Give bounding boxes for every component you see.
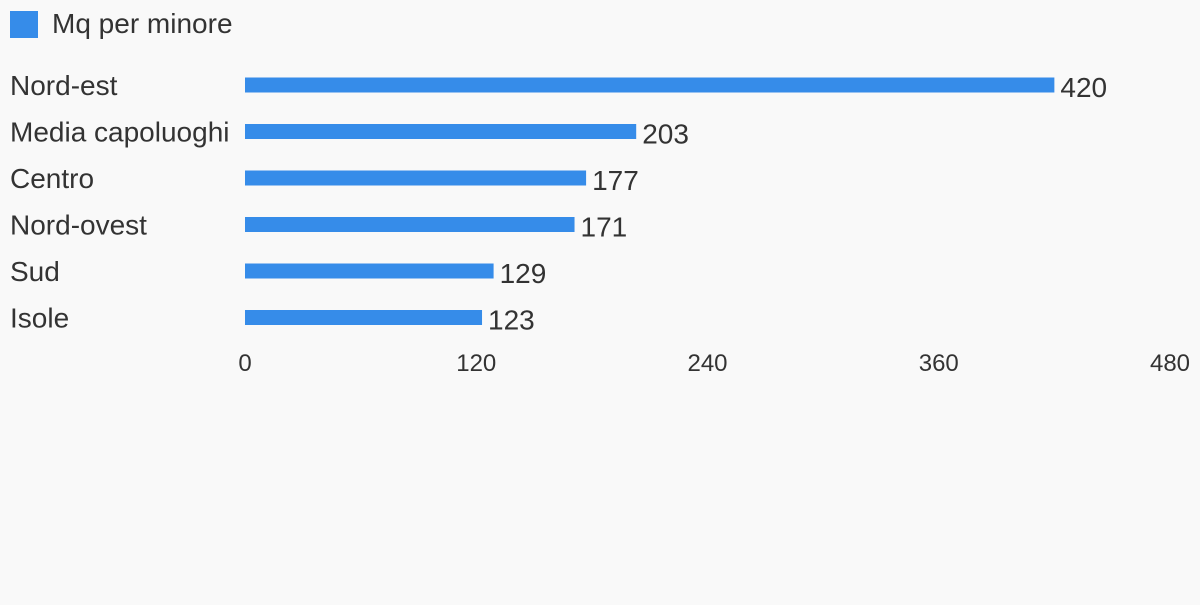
category-label: Isole — [10, 303, 69, 334]
legend-swatch — [10, 10, 38, 38]
bar — [245, 170, 587, 186]
x-tick-label: 240 — [687, 350, 727, 377]
bar — [245, 124, 637, 139]
data-label: 203 — [642, 119, 689, 150]
data-label: 171 — [581, 212, 628, 243]
category-label: Nord-ovest — [10, 210, 147, 241]
x-tick-label: 360 — [919, 350, 959, 377]
bar — [245, 77, 1055, 93]
bar — [245, 263, 494, 279]
x-tick-label: 120 — [456, 350, 496, 377]
data-label: 177 — [592, 165, 639, 196]
legend-label: Mq per minore — [52, 8, 233, 39]
category-label: Media capoluoghi — [10, 117, 230, 148]
bar — [245, 217, 575, 232]
category-label: Sud — [10, 256, 60, 287]
bar — [245, 310, 483, 325]
x-tick-label: 480 — [1150, 350, 1190, 377]
category-label: Nord-est — [10, 70, 118, 101]
data-label: 129 — [500, 258, 547, 289]
data-label: 123 — [488, 305, 535, 336]
legend: Mq per minore — [10, 10, 233, 38]
data-label: 420 — [1060, 72, 1107, 103]
category-label: Centro — [10, 163, 94, 194]
x-tick-label: 0 — [238, 350, 251, 377]
